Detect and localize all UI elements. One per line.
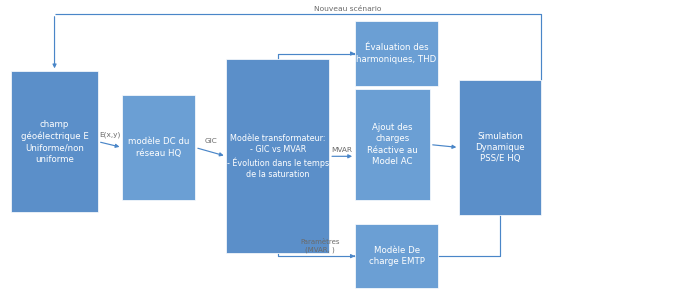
Text: champ
géoélectrique E
Uniforme/non
uniforme: champ géoélectrique E Uniforme/non unifo… <box>21 119 88 164</box>
FancyBboxPatch shape <box>122 95 195 200</box>
Text: Modèle transformateur:
- GIC vs MVAR
- Évolution dans le temps
de la saturation: Modèle transformateur: - GIC vs MVAR - É… <box>227 134 329 179</box>
Text: Simulation
Dynamique
PSS/E HQ: Simulation Dynamique PSS/E HQ <box>475 132 525 163</box>
Text: GIC: GIC <box>205 138 217 144</box>
FancyBboxPatch shape <box>355 89 430 200</box>
FancyBboxPatch shape <box>226 59 329 253</box>
Text: modèle DC du
réseau HQ: modèle DC du réseau HQ <box>128 137 189 158</box>
Text: E(x,y): E(x,y) <box>100 132 121 138</box>
Text: Paramètres
(MVAR, ): Paramètres (MVAR, ) <box>300 239 340 253</box>
FancyBboxPatch shape <box>459 80 541 215</box>
FancyBboxPatch shape <box>355 224 438 289</box>
FancyBboxPatch shape <box>11 71 98 212</box>
FancyBboxPatch shape <box>355 21 438 86</box>
Text: Ajout des
charges
Réactive au
Model AC: Ajout des charges Réactive au Model AC <box>367 123 418 166</box>
Text: Modèle De
charge EMTP: Modèle De charge EMTP <box>369 246 425 266</box>
Text: Évaluation des
harmoniques, THD: Évaluation des harmoniques, THD <box>356 43 437 64</box>
Text: MVAR: MVAR <box>331 147 353 153</box>
Text: Nouveau scénario: Nouveau scénario <box>315 6 381 12</box>
